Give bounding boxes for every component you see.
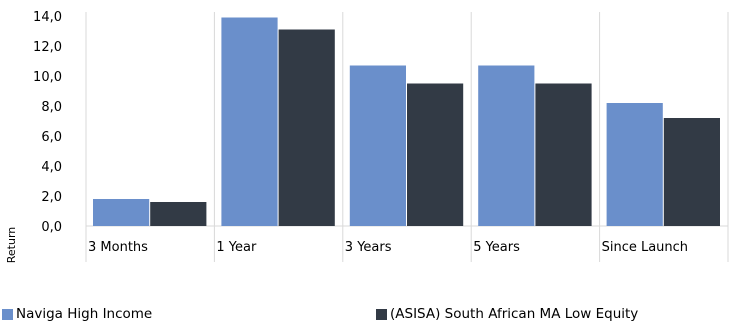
y-axis-title: Return (5, 227, 18, 264)
y-tick-label: 4,0 (41, 160, 62, 175)
bar-asisa (150, 202, 207, 226)
y-tick-label: 0,0 (41, 220, 62, 235)
legend-item-asisa: (ASISA) South African MA Low Equity (376, 306, 638, 322)
bar-asisa (278, 29, 335, 226)
bar-asisa (535, 83, 592, 226)
y-tick-label: 6,0 (41, 130, 62, 145)
x-tick-label: 1 Year (216, 240, 257, 255)
y-tick-label: 8,0 (41, 100, 62, 115)
x-tick-label: 3 Years (345, 240, 392, 255)
bar-naviga (478, 65, 535, 226)
y-tick-label: 12,0 (33, 40, 62, 55)
bars (93, 17, 720, 226)
x-tick-label: 5 Years (473, 240, 520, 255)
bar-naviga (93, 199, 150, 226)
legend-item-naviga: Naviga High Income (2, 306, 152, 322)
bar-naviga (349, 65, 406, 226)
legend-swatch (376, 308, 387, 320)
bar-naviga (606, 103, 663, 226)
y-tick-label: 2,0 (41, 190, 62, 205)
y-tick-label: 10,0 (33, 70, 62, 85)
bar-asisa (663, 118, 720, 226)
x-tick-label: Since Launch (602, 240, 688, 255)
bar-naviga (221, 17, 278, 226)
legend-swatch (2, 308, 13, 320)
y-axis-ticks: 0,0 2,0 4,0 6,0 8,0 10,0 12,0 14,0 (33, 10, 62, 235)
bar-asisa (407, 83, 464, 226)
x-tick-label: 3 Months (88, 240, 148, 255)
y-tick-label: 14,0 (33, 10, 62, 25)
legend-label: Naviga High Income (16, 306, 153, 322)
x-axis-ticks: 3 Months 1 Year 3 Years 5 Years Since Launch (88, 240, 688, 255)
legend: Naviga High Income (ASISA) South African… (0, 306, 730, 326)
legend-label: (ASISA) South African MA Low Equity (390, 306, 639, 322)
